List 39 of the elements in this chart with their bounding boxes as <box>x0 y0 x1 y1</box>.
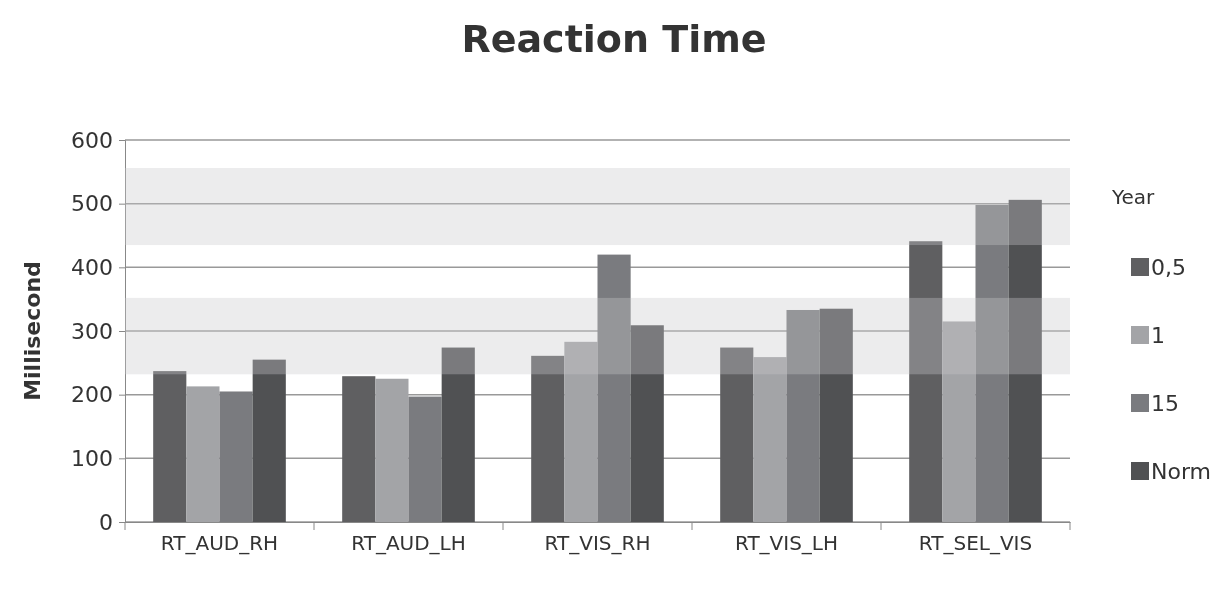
y-tick-label: 300 <box>71 318 113 344</box>
bar <box>186 386 220 522</box>
y-tick-label: 0 <box>99 509 113 535</box>
bar <box>975 204 1009 522</box>
bar <box>942 321 976 522</box>
bar <box>375 378 409 522</box>
bar <box>219 391 253 522</box>
y-tick-label: 100 <box>71 445 113 471</box>
bar <box>342 376 376 522</box>
legend-title: Year <box>1111 185 1156 209</box>
x-tick-label: RT_AUD_LH <box>351 531 466 556</box>
bar <box>753 357 787 522</box>
bar <box>597 254 631 522</box>
bar <box>252 359 286 522</box>
x-tick-label: RT_VIS_RH <box>544 531 651 556</box>
bar <box>153 371 187 522</box>
bar <box>630 325 664 522</box>
legend-label: 15 <box>1151 391 1179 416</box>
y-tick-label: 500 <box>71 191 113 217</box>
x-tick-label: RT_SEL_VIS <box>918 531 1033 556</box>
bar <box>531 355 565 522</box>
y-tick-label: 200 <box>71 382 113 408</box>
y-axis-title: Millisecond <box>20 261 45 401</box>
chart-title: Reaction Time <box>461 17 767 61</box>
bar <box>720 347 754 522</box>
bar <box>441 347 475 522</box>
bar <box>1008 199 1042 522</box>
y-tick-label: 400 <box>71 254 113 280</box>
y-tick-label: 600 <box>71 127 113 153</box>
bar <box>408 396 442 522</box>
bar <box>786 309 820 522</box>
bar <box>909 241 943 522</box>
legend-label: 0,5 <box>1151 255 1186 280</box>
bar <box>819 308 853 522</box>
legend-label: 1 <box>1151 323 1165 348</box>
legend-label: Norm <box>1151 459 1212 484</box>
x-tick-label: RT_AUD_RH <box>160 531 279 556</box>
bar <box>564 341 598 522</box>
x-tick-label: RT_VIS_LH <box>734 531 839 556</box>
